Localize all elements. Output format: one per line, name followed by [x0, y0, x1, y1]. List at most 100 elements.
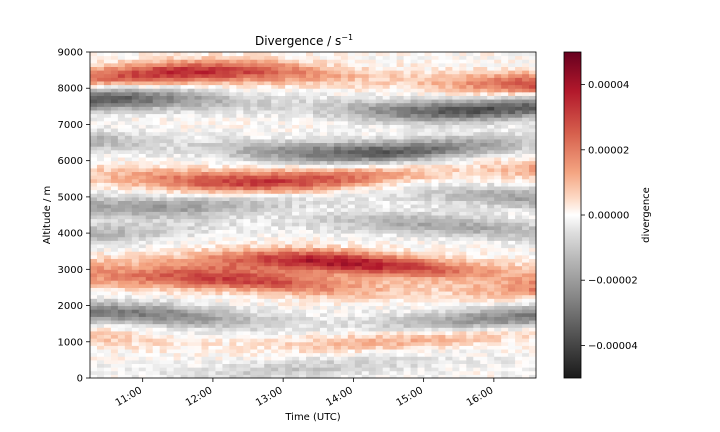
heatmap-cell — [124, 334, 133, 339]
heatmap-cell — [375, 327, 384, 332]
heatmap-cell — [382, 109, 391, 115]
heatmap-cell — [159, 233, 168, 238]
heatmap-cell — [194, 359, 202, 365]
heatmap-cell — [103, 233, 112, 238]
heatmap-cell — [319, 102, 328, 107]
heatmap-cell — [264, 356, 272, 361]
heatmap-cell — [382, 240, 391, 245]
heatmap-cell — [319, 149, 328, 154]
heatmap-cell — [250, 345, 258, 350]
heatmap-cell — [515, 280, 523, 285]
heatmap-cell — [403, 233, 412, 238]
heatmap-cell — [501, 218, 509, 223]
heatmap-cell — [264, 200, 272, 205]
heatmap-cell — [292, 153, 300, 158]
heatmap-cell — [201, 164, 209, 169]
heatmap-cell — [480, 117, 488, 122]
heatmap-cell — [529, 367, 537, 372]
heatmap-cell — [508, 215, 516, 220]
heatmap-cell — [424, 287, 432, 292]
heatmap-cell — [445, 323, 453, 328]
heatmap-cell — [96, 207, 105, 212]
heatmap-cell — [347, 102, 356, 107]
heatmap-cell — [208, 222, 216, 227]
heatmap-cell — [173, 196, 182, 202]
heatmap-cell — [487, 215, 495, 220]
heatmap-cell — [166, 102, 175, 107]
heatmap-cell — [250, 316, 258, 321]
heatmap-cell — [410, 109, 419, 115]
heatmap-cell — [501, 327, 509, 332]
heatmap-cell — [166, 291, 175, 296]
heatmap-cell — [466, 229, 474, 234]
heatmap-cell — [173, 193, 182, 198]
heatmap-cell — [131, 359, 140, 365]
heatmap-cell — [96, 225, 105, 230]
heatmap-cell — [250, 370, 258, 375]
heatmap-cell — [466, 254, 474, 259]
heatmap-cell — [417, 207, 425, 212]
heatmap-cell — [445, 272, 453, 278]
heatmap-cell — [494, 178, 502, 183]
heatmap-cell — [417, 291, 425, 296]
heatmap-cell — [396, 204, 405, 209]
heatmap-cell — [306, 102, 314, 107]
heatmap-cell — [152, 222, 161, 227]
heatmap-cell — [236, 265, 244, 270]
heatmap-cell — [431, 323, 439, 328]
heatmap-cell — [313, 327, 321, 332]
heatmap-cell — [445, 207, 453, 212]
heatmap-cell — [159, 142, 168, 147]
heatmap-cell — [361, 146, 370, 151]
heatmap-cell — [222, 138, 230, 144]
heatmap-cell — [110, 102, 119, 107]
heatmap-cell — [473, 327, 481, 332]
heatmap-cell — [319, 330, 328, 336]
heatmap-cell — [326, 243, 335, 249]
heatmap-cell — [459, 243, 467, 249]
heatmap-cell — [313, 236, 321, 241]
heatmap-cell — [375, 204, 384, 209]
heatmap-cell — [389, 164, 398, 169]
heatmap-cell — [229, 345, 237, 350]
heatmap-cell — [473, 262, 481, 267]
heatmap-cell — [424, 320, 432, 325]
heatmap-cell — [208, 341, 216, 346]
heatmap-cell — [382, 211, 391, 216]
heatmap-cell — [508, 320, 516, 325]
heatmap-cell — [501, 291, 509, 296]
heatmap-cell — [159, 128, 168, 133]
heatmap-cell — [347, 113, 356, 118]
heatmap-cell — [103, 280, 112, 285]
heatmap-cell — [243, 207, 251, 212]
heatmap-cell — [389, 272, 398, 278]
heatmap-cell — [201, 153, 209, 158]
heatmap-cell — [152, 95, 161, 100]
heatmap-cell — [138, 167, 147, 173]
heatmap-cell — [480, 171, 488, 176]
heatmap-cell — [187, 316, 196, 321]
heatmap-cell — [222, 240, 230, 245]
heatmap-cell — [319, 345, 328, 350]
heatmap-cell — [194, 153, 202, 158]
heatmap-cell — [299, 128, 307, 133]
heatmap-cell — [424, 211, 432, 216]
heatmap-cell — [208, 240, 216, 245]
heatmap-cell — [103, 316, 112, 321]
heatmap-cell — [271, 204, 279, 209]
heatmap-cell — [166, 175, 175, 180]
heatmap-cell — [257, 142, 265, 147]
heatmap-cell — [494, 370, 502, 375]
heatmap-cell — [306, 95, 314, 100]
heatmap-cell — [271, 240, 279, 245]
heatmap-cell — [110, 323, 119, 328]
heatmap-cell — [389, 363, 398, 368]
heatmap-cell — [264, 196, 272, 202]
heatmap-cell — [257, 240, 265, 245]
heatmap-cell — [473, 117, 481, 122]
heatmap-cell — [466, 153, 474, 158]
heatmap-cell — [145, 370, 154, 375]
heatmap-cell — [215, 171, 223, 176]
heatmap-cell — [529, 370, 537, 375]
heatmap-cell — [124, 229, 133, 234]
